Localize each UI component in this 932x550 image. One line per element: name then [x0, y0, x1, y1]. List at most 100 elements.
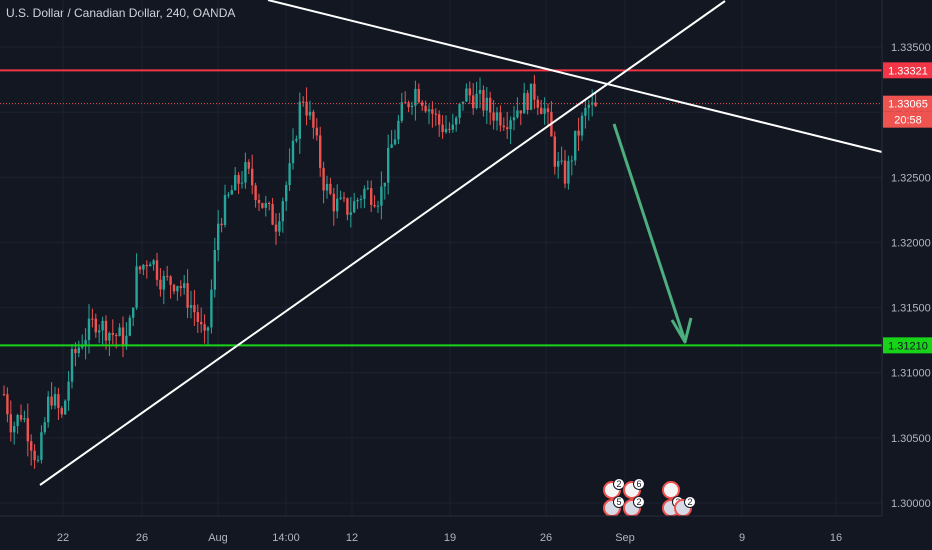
time-tick-label: 12	[346, 532, 358, 544]
event-count-badge	[613, 478, 625, 490]
drawing-lines[interactable]	[0, 0, 883, 486]
candle-body	[373, 204, 376, 207]
candle-body	[380, 186, 383, 206]
candle-body	[363, 188, 366, 199]
ascending-trendline[interactable]	[39, 0, 726, 486]
candle-body	[53, 394, 57, 406]
candle-body	[50, 396, 53, 406]
candle-body	[176, 286, 179, 292]
price-tick-label: 1.30000	[891, 498, 931, 510]
candle-body	[132, 307, 135, 318]
candle-body	[308, 111, 312, 116]
candle-body	[346, 198, 349, 215]
candle-body	[19, 414, 23, 420]
time-tick-label: 9	[739, 532, 745, 544]
candle-body	[268, 202, 271, 205]
candle-body	[570, 160, 573, 162]
candle-body	[553, 136, 556, 167]
candle-body	[472, 95, 475, 109]
candle-body	[166, 275, 169, 277]
candle-body	[417, 88, 420, 103]
price-axis[interactable]: 1.335001.330001.325001.320001.315001.310…	[881, 0, 932, 550]
candle-body	[444, 128, 448, 133]
candle-body	[257, 200, 261, 204]
candle-body	[533, 83, 536, 100]
candle-body	[404, 102, 407, 104]
candle-body	[414, 88, 417, 106]
descending-trendline[interactable]	[267, 0, 883, 153]
candle-body	[492, 112, 495, 121]
candle-body	[356, 200, 359, 202]
candle-body	[563, 160, 567, 184]
candle-body	[370, 188, 373, 205]
candle-body	[325, 183, 329, 191]
candle-body	[138, 266, 142, 270]
candle-body	[489, 97, 492, 113]
candle-body	[302, 101, 305, 103]
current-price-tag-bg	[883, 95, 932, 112]
candle-body	[230, 190, 233, 195]
candle-body	[247, 162, 250, 169]
candle-body	[43, 422, 46, 433]
candle-body	[101, 320, 104, 331]
bar-countdown-tag-bg	[883, 111, 932, 128]
candle-body	[285, 185, 288, 202]
candle-body	[594, 102, 597, 107]
time-tick-label: 26	[540, 532, 552, 544]
time-axis[interactable]: 22 26 Aug 14:00 12 19 26 Sep 9 16	[0, 515, 932, 550]
price-tick-label: 1.31000	[891, 368, 931, 380]
projection-arrow-shaft[interactable]	[612, 123, 686, 339]
candle-body	[366, 188, 369, 190]
candle-body	[516, 110, 519, 118]
candle-body	[193, 305, 196, 313]
candle-body	[142, 264, 145, 270]
candle-body	[455, 117, 458, 125]
resistance-price-tag-bg	[883, 62, 932, 79]
candle-body	[506, 127, 509, 130]
projection-arrow-head[interactable]	[670, 317, 693, 344]
time-tick-label: 14:00	[272, 532, 300, 544]
event-count-label: 5	[616, 497, 621, 507]
candle-body	[74, 349, 77, 354]
candle-body	[200, 321, 203, 325]
economic-events[interactable]: 265222	[603, 478, 696, 517]
canada-flag-icon[interactable]	[662, 481, 680, 499]
candle-body	[217, 223, 220, 251]
candle-body	[2, 394, 6, 396]
candle-body	[288, 163, 291, 186]
candle-body	[159, 279, 162, 290]
candle-body	[478, 90, 482, 94]
candle-body	[465, 88, 468, 102]
candle-body	[162, 275, 165, 290]
candle-body	[40, 432, 43, 460]
candle-body	[87, 318, 91, 341]
candle-body	[220, 223, 223, 226]
event-count-label: 6	[636, 479, 641, 489]
candle-body	[155, 260, 159, 280]
candle-body	[434, 113, 437, 115]
candle-body	[189, 305, 193, 308]
support-price-tag: 1.31210	[888, 340, 928, 352]
candle-body	[264, 202, 267, 208]
candle-body	[349, 212, 352, 215]
candle-body	[186, 283, 189, 308]
candle-body	[495, 112, 499, 121]
candle-body	[339, 197, 342, 199]
candle-body	[295, 138, 298, 141]
candle-body	[580, 115, 584, 136]
candle-body	[574, 130, 577, 161]
candle-body	[305, 101, 308, 116]
candle-body	[329, 183, 332, 194]
candle-body	[251, 168, 254, 186]
candle-body	[36, 459, 40, 461]
price-tick-label: 1.30500	[891, 433, 931, 445]
candle-body	[67, 381, 70, 401]
price-tick-label: 1.33500	[891, 42, 931, 54]
candle-body	[135, 266, 138, 308]
candle-body	[451, 124, 454, 130]
candle-body	[118, 327, 121, 337]
candle-body	[115, 334, 118, 337]
candle-body	[567, 160, 570, 184]
time-tick-label: 16	[830, 532, 842, 544]
